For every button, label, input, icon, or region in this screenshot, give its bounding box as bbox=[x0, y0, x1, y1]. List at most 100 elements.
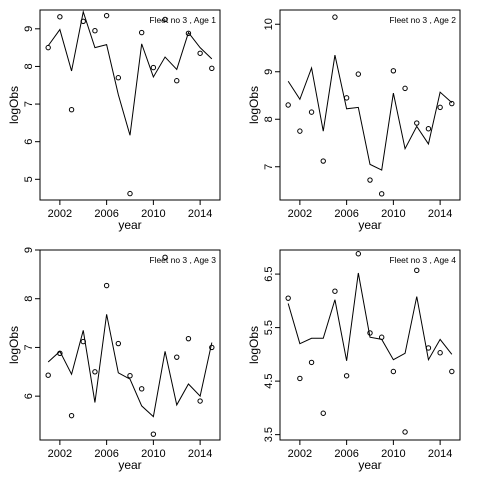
observed-point bbox=[449, 368, 455, 375]
observed-point bbox=[115, 340, 122, 347]
y-tick-label: 6 bbox=[23, 393, 35, 399]
fitted-line bbox=[287, 272, 453, 362]
y-tick-label: 7 bbox=[23, 101, 35, 107]
observed-point bbox=[414, 267, 420, 274]
observed-point bbox=[414, 120, 420, 126]
observed-point bbox=[297, 375, 303, 382]
x-tick-label: 2006 bbox=[94, 208, 118, 220]
observed-point bbox=[437, 104, 443, 111]
observed-point bbox=[425, 345, 432, 351]
observed-point bbox=[367, 177, 373, 183]
x-tick-label: 2014 bbox=[188, 448, 212, 460]
observed-point bbox=[343, 373, 350, 379]
panel-title: Fleet no 3 , Age 4 bbox=[389, 255, 456, 265]
y-tick-label: 8 bbox=[23, 63, 35, 69]
x-tick-label: 2010 bbox=[141, 208, 165, 220]
observed-point bbox=[57, 350, 63, 356]
y-tick-label: 4.5 bbox=[263, 373, 275, 388]
observed-point bbox=[174, 354, 180, 360]
observed-point bbox=[127, 372, 133, 379]
x-tick-label: 2002 bbox=[48, 448, 72, 460]
observed-point bbox=[285, 102, 291, 108]
y-tick-label: 10 bbox=[263, 18, 275, 30]
observed-point bbox=[390, 68, 397, 74]
x-tick-label: 2014 bbox=[428, 448, 452, 460]
observed-point bbox=[332, 288, 338, 294]
observed-point bbox=[320, 410, 326, 416]
observed-point bbox=[68, 107, 75, 113]
plot-frame bbox=[39, 249, 221, 441]
y-tick-label: 7 bbox=[263, 164, 275, 170]
observed-point bbox=[378, 334, 385, 340]
observed-point bbox=[45, 44, 51, 51]
observed-point bbox=[150, 431, 157, 437]
y-tick-label: 8 bbox=[23, 296, 35, 302]
observed-point bbox=[285, 295, 291, 301]
observed-point bbox=[297, 128, 303, 134]
y-tick-label: 5 bbox=[23, 176, 35, 182]
panel-age-3: 2002 2006 2010 2014 6 7 8 9 year logObs Fleet no 3… bbox=[7, 247, 221, 472]
observed-point bbox=[103, 282, 110, 289]
x-tick-label: 2002 bbox=[288, 448, 312, 460]
observed-point bbox=[45, 372, 51, 378]
x-tick-label: 2002 bbox=[48, 208, 72, 220]
observed-point bbox=[332, 14, 338, 20]
x-tick-label: 2006 bbox=[334, 448, 358, 460]
x-axis-label: year bbox=[118, 218, 141, 232]
observed-point bbox=[343, 95, 350, 101]
fitted-line bbox=[287, 55, 453, 171]
observed-point bbox=[209, 65, 215, 72]
observed-point bbox=[162, 254, 168, 261]
y-tick-label: 8 bbox=[263, 116, 275, 122]
observed-point bbox=[57, 14, 63, 20]
x-axis-label: year bbox=[358, 218, 381, 232]
y-tick-label: 6.5 bbox=[263, 266, 275, 281]
y-tick-label: 6 bbox=[23, 139, 35, 145]
observed-point bbox=[320, 158, 326, 164]
panel-title: Fleet no 3 , Age 3 bbox=[149, 255, 216, 265]
fitted-line bbox=[47, 9, 213, 136]
observed-point bbox=[92, 27, 98, 34]
observed-point bbox=[185, 30, 192, 37]
observed-point bbox=[355, 71, 362, 77]
observed-point bbox=[115, 75, 122, 81]
observed-point bbox=[355, 251, 362, 257]
observed-point bbox=[80, 18, 86, 24]
x-tick-label: 2014 bbox=[188, 208, 212, 220]
observed-point bbox=[437, 350, 443, 356]
panel-title: Fleet no 3 , Age 2 bbox=[389, 15, 456, 25]
x-tick-label: 2010 bbox=[381, 208, 405, 220]
fitted-line bbox=[47, 314, 213, 418]
observed-point bbox=[68, 412, 75, 419]
plot-frame bbox=[39, 9, 221, 201]
observed-point bbox=[367, 330, 373, 336]
observed-point bbox=[390, 368, 397, 375]
y-tick-label: 7 bbox=[23, 344, 35, 350]
x-tick-label: 2006 bbox=[94, 448, 118, 460]
observed-point bbox=[150, 64, 157, 71]
y-tick-label: 3.5 bbox=[263, 427, 275, 442]
observed-point bbox=[138, 29, 145, 36]
observed-point bbox=[209, 344, 215, 351]
observed-point bbox=[197, 398, 203, 404]
x-tick-label: 2010 bbox=[381, 448, 405, 460]
observed-point bbox=[197, 50, 203, 56]
observed-point bbox=[162, 16, 168, 23]
x-tick-label: 2014 bbox=[428, 208, 452, 220]
observed-point bbox=[308, 109, 315, 115]
observed-point bbox=[127, 190, 133, 197]
observed-point bbox=[378, 191, 385, 197]
observed-point bbox=[138, 386, 145, 392]
y-axis-label: logObs bbox=[7, 86, 21, 124]
observed-point bbox=[80, 338, 86, 345]
y-tick-label: 9 bbox=[23, 26, 35, 32]
plot-frame bbox=[279, 249, 461, 441]
y-tick-label: 9 bbox=[263, 69, 275, 75]
y-axis-label: logObs bbox=[247, 326, 261, 364]
y-tick-label: 9 bbox=[23, 247, 35, 253]
y-axis-label: logObs bbox=[247, 86, 261, 124]
x-tick-label: 2010 bbox=[141, 448, 165, 460]
observed-point bbox=[449, 100, 455, 107]
y-axis-label: logObs bbox=[7, 326, 21, 364]
